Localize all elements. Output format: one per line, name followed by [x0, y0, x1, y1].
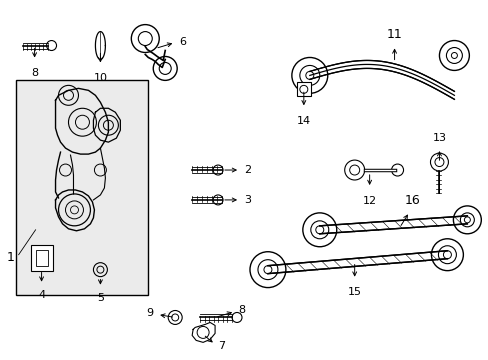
Text: 7: 7 — [218, 341, 225, 351]
Text: 9: 9 — [146, 309, 153, 319]
Bar — [31, 245, 52, 271]
Text: 4: 4 — [38, 289, 45, 300]
Text: 6: 6 — [179, 36, 186, 46]
Text: 16: 16 — [404, 194, 420, 207]
Text: 1: 1 — [7, 251, 15, 264]
Text: 3: 3 — [244, 195, 250, 205]
Text: 15: 15 — [347, 287, 361, 297]
Bar — [296, 82, 310, 96]
Bar — [16, 80, 148, 294]
Text: 5: 5 — [97, 293, 103, 302]
Text: 8: 8 — [238, 306, 244, 315]
Text: 10: 10 — [93, 73, 107, 84]
Text: 8: 8 — [31, 68, 38, 78]
Text: 13: 13 — [431, 133, 446, 143]
Text: 11: 11 — [386, 28, 402, 41]
Bar — [36, 250, 47, 266]
Text: 12: 12 — [362, 196, 376, 206]
Text: 2: 2 — [244, 165, 251, 175]
Text: 14: 14 — [296, 116, 310, 126]
